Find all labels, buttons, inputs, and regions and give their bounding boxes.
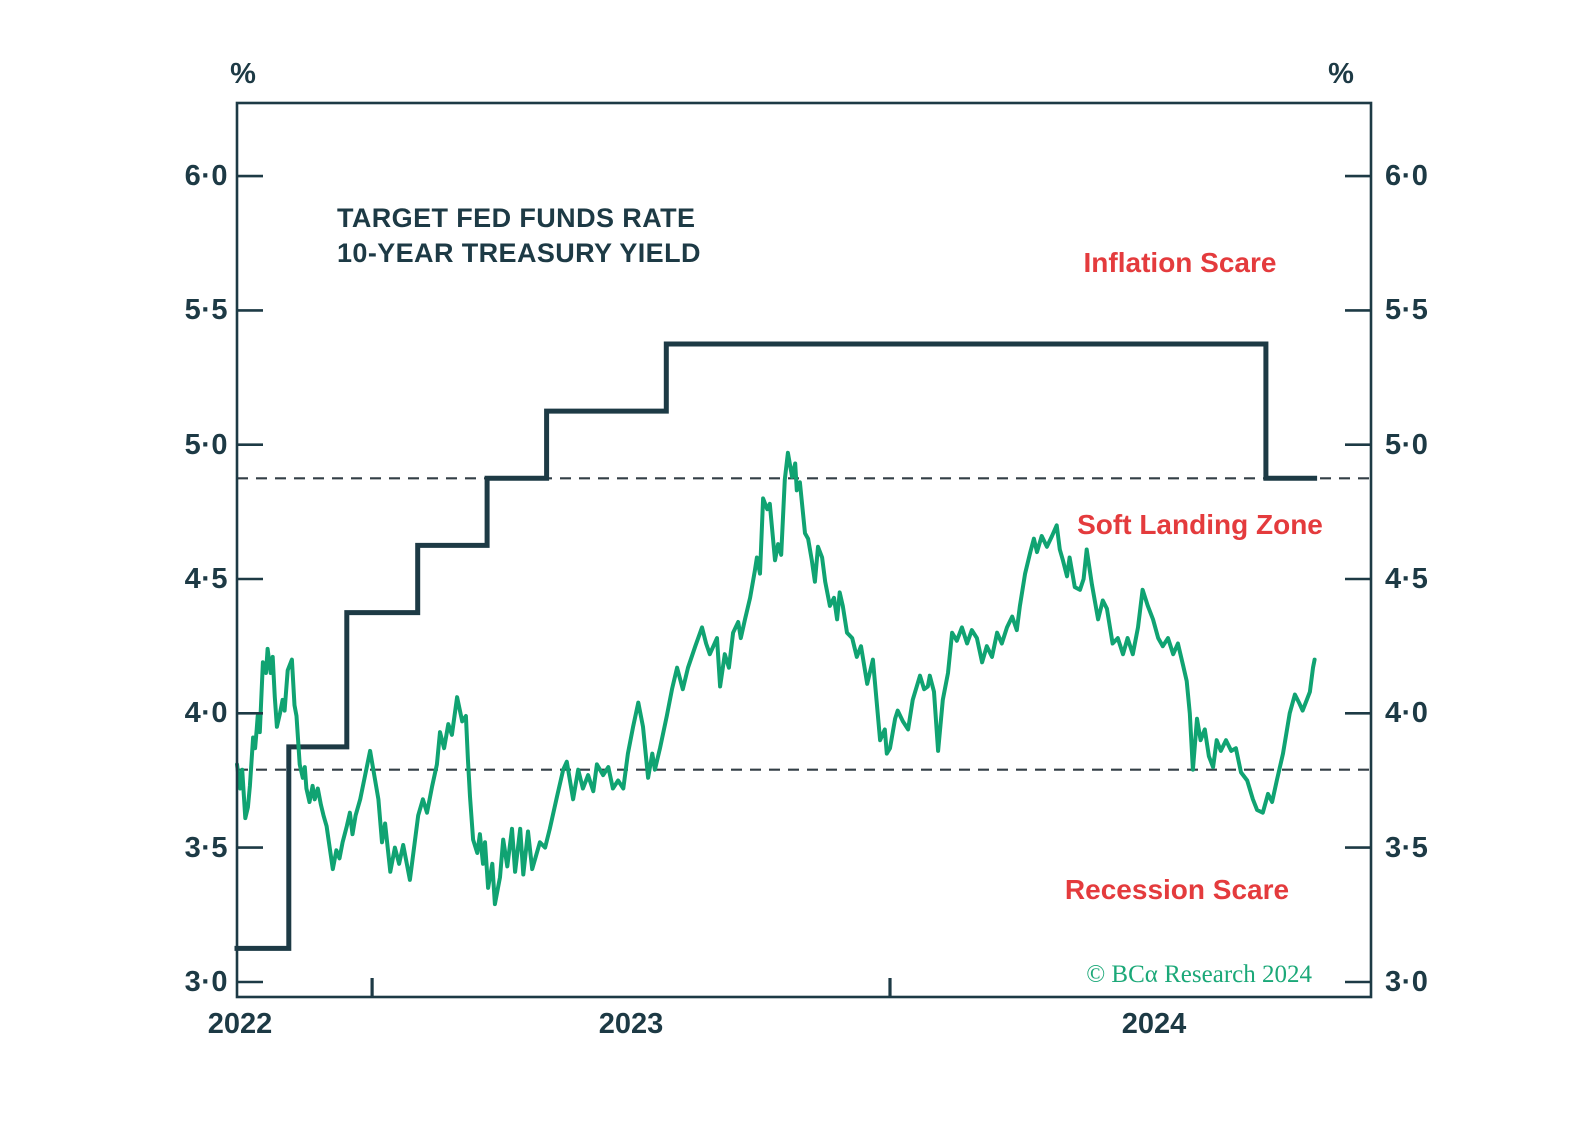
y-axis-label-right: 3·5 [1385, 832, 1429, 864]
chart-title-line2: 10-YEAR TREASURY YIELD [337, 238, 701, 268]
y-axis-label-left: 4·5 [184, 563, 228, 595]
zone-label-inflation-scare: Inflation Scare [1083, 247, 1277, 278]
y-axis-label-right: 4·0 [1385, 697, 1429, 729]
copyright-notice: © BCα Research 2024 [1086, 961, 1312, 988]
y-axis-label-right: 6·0 [1385, 160, 1429, 192]
x-axis-year-label: 2023 [598, 1008, 664, 1040]
y-axis-label-left: 5·5 [184, 294, 228, 326]
y-axis-unit-left: % [230, 58, 256, 90]
y-axis-label-left: 6·0 [184, 160, 228, 192]
treasury-yield-line [235, 450, 1317, 907]
y-axis-label-right: 5·0 [1385, 429, 1429, 461]
zone-label-soft-landing: Soft Landing Zone [1077, 509, 1323, 540]
plot-border [235, 101, 1373, 999]
fed-funds-rate-line [234, 341, 1318, 951]
y-axis-label-right: 3·0 [1385, 966, 1429, 998]
zone-label-recession-scare: Recession Scare [1064, 874, 1290, 905]
y-axis-unit-right: % [1328, 58, 1354, 90]
x-axis-year-label: 2024 [1121, 1008, 1187, 1040]
y-axis-label-left: 5·0 [184, 429, 228, 461]
y-axis-label-right: 5·5 [1385, 294, 1429, 326]
y-axis-label-right: 4·5 [1385, 563, 1429, 595]
chart-title: TARGET FED FUNDS RATE 10-YEAR TREASURY Y… [337, 201, 701, 271]
y-axis-label-left: 3·0 [184, 966, 228, 998]
x-axis-year-label: 2022 [207, 1008, 273, 1040]
y-axis-label-left: 4·0 [184, 697, 228, 729]
y-axis-label-left: 3·5 [184, 832, 228, 864]
chart-title-line1: TARGET FED FUNDS RATE [337, 203, 696, 233]
